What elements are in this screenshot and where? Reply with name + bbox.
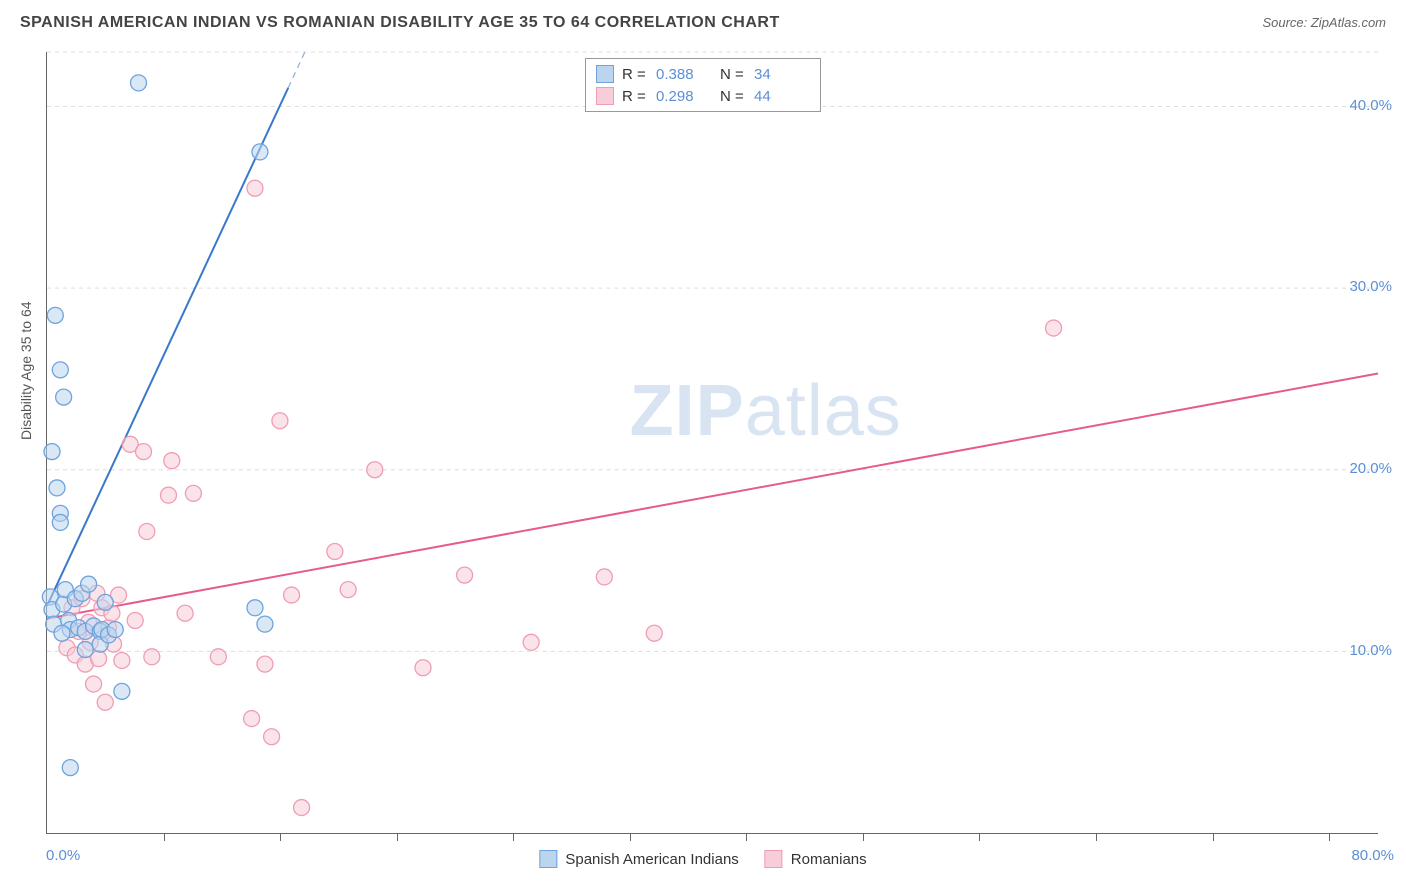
x-tick <box>164 833 165 841</box>
series-b-label: Romanians <box>791 851 867 868</box>
r-value-b: 0.298 <box>656 88 712 105</box>
r-label: R = <box>622 66 648 83</box>
n-value-a: 34 <box>754 66 810 83</box>
chart-title: SPANISH AMERICAN INDIAN VS ROMANIAN DISA… <box>20 14 780 32</box>
x-tick <box>746 833 747 841</box>
correlation-legend: R = 0.388 N = 34 R = 0.298 N = 44 <box>585 58 821 112</box>
x-tick <box>979 833 980 841</box>
r-value-a: 0.388 <box>656 66 712 83</box>
legend-item-a: Spanish American Indians <box>539 850 738 868</box>
y-tick-label: 40.0% <box>1349 97 1392 114</box>
series-legend: Spanish American Indians Romanians <box>533 850 872 868</box>
swatch-a-icon <box>596 65 614 83</box>
x-tick <box>630 833 631 841</box>
n-label: N = <box>720 66 746 83</box>
x-axis-max: 80.0% <box>1351 847 1394 864</box>
legend-row-a: R = 0.388 N = 34 <box>596 63 810 85</box>
x-axis-min: 0.0% <box>46 847 80 864</box>
x-tick <box>280 833 281 841</box>
r-label: R = <box>622 88 648 105</box>
y-tick-label: 30.0% <box>1349 278 1392 295</box>
y-tick-label: 10.0% <box>1349 642 1392 659</box>
y-tick-label: 20.0% <box>1349 460 1392 477</box>
swatch-b-icon <box>596 87 614 105</box>
legend-row-b: R = 0.298 N = 44 <box>596 85 810 107</box>
n-label: N = <box>720 88 746 105</box>
swatch-a-icon <box>539 850 557 868</box>
x-tick <box>397 833 398 841</box>
x-tick <box>513 833 514 841</box>
n-value-b: 44 <box>754 88 810 105</box>
x-tick <box>863 833 864 841</box>
swatch-b-icon <box>765 850 783 868</box>
plot-area: ZIPatlas <box>46 52 1378 834</box>
series-a-label: Spanish American Indians <box>565 851 738 868</box>
x-tick <box>1213 833 1214 841</box>
legend-item-b: Romanians <box>765 850 867 868</box>
source-citation: Source: ZipAtlas.com <box>1262 15 1386 30</box>
y-axis-label: Disability Age 35 to 64 <box>18 301 34 440</box>
x-tick <box>1329 833 1330 841</box>
x-tick <box>1096 833 1097 841</box>
scatter-svg <box>47 52 1378 833</box>
